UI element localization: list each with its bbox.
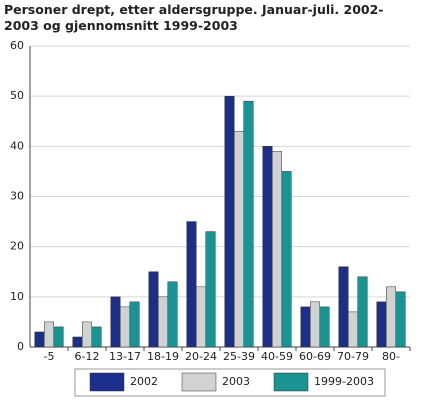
bar xyxy=(53,326,64,348)
bar xyxy=(224,95,235,348)
bar xyxy=(196,286,206,348)
bar xyxy=(310,301,320,348)
x-tick-label: 13-17 xyxy=(109,350,141,363)
x-tick-label: 70-79 xyxy=(337,350,369,363)
y-tick-label: 30 xyxy=(10,190,24,203)
bar xyxy=(72,336,83,348)
chart-title: Personer drept, etter aldersgruppe. Janu… xyxy=(4,2,384,33)
bar xyxy=(262,146,273,348)
y-tick-label: 60 xyxy=(10,39,24,52)
bar xyxy=(376,301,387,348)
bar xyxy=(357,276,368,348)
bar xyxy=(167,281,178,348)
bar xyxy=(129,301,140,348)
x-tick-label: 80- xyxy=(382,350,400,363)
legend-label: 2003 xyxy=(222,375,250,388)
bar xyxy=(120,306,130,348)
bar xyxy=(91,326,102,348)
bar xyxy=(82,321,92,348)
bar xyxy=(158,296,168,348)
bar xyxy=(300,306,311,348)
legend-label: 2002 xyxy=(130,375,158,388)
legend-swatch xyxy=(273,372,309,392)
x-tick-label: -5 xyxy=(44,350,55,363)
y-tick-label: 50 xyxy=(10,89,24,102)
bar xyxy=(338,266,349,348)
y-tick-label: 40 xyxy=(10,139,24,152)
bar xyxy=(205,231,216,348)
legend-box xyxy=(74,368,386,397)
x-tick-label: 60-69 xyxy=(299,350,331,363)
bar xyxy=(348,311,358,348)
bar xyxy=(281,171,292,348)
bar xyxy=(243,100,254,348)
bar xyxy=(186,221,197,348)
bar xyxy=(44,321,54,348)
bar xyxy=(386,286,396,348)
y-tick-label: 0 xyxy=(17,340,24,353)
bar xyxy=(319,306,330,348)
legend-label: 1999-2003 xyxy=(314,375,374,388)
bar xyxy=(272,151,282,348)
bar xyxy=(395,291,406,348)
x-tick-label: 25-39 xyxy=(223,350,255,363)
x-tick-label: 18-19 xyxy=(147,350,179,363)
bar xyxy=(110,296,121,348)
bar xyxy=(34,331,45,348)
bar xyxy=(148,271,159,348)
y-tick-label: 10 xyxy=(10,290,24,303)
x-tick-label: 40-59 xyxy=(261,350,293,363)
x-tick-label: 20-24 xyxy=(185,350,217,363)
legend-swatch xyxy=(89,372,125,392)
y-tick-label: 20 xyxy=(10,240,24,253)
legend-swatch xyxy=(181,372,217,392)
x-tick-label: 6-12 xyxy=(75,350,100,363)
bar xyxy=(234,131,244,348)
